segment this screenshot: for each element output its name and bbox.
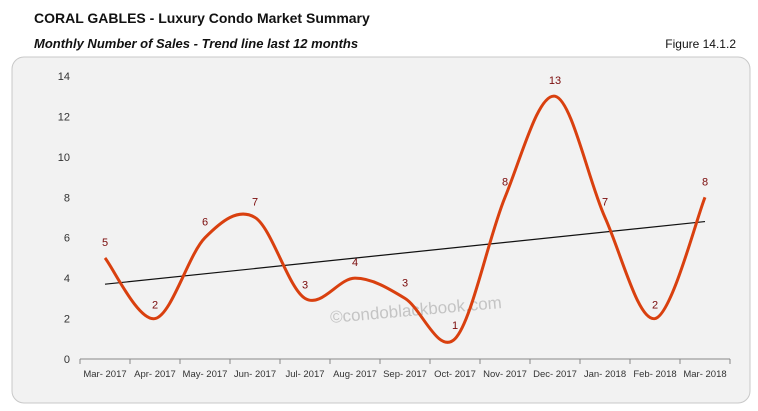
data-label: 7 [252,197,258,209]
data-label: 7 [602,197,608,209]
x-tick-label: Jan- 2018 [584,369,626,380]
data-label: 8 [502,176,508,188]
series-line [103,94,707,344]
y-tick-label: 6 [64,233,70,245]
data-label: 5 [102,237,108,249]
x-tick-label: Jul- 2017 [285,369,324,380]
data-label: 3 [402,277,408,289]
x-tick-label: Feb- 2018 [633,369,676,380]
x-tick-label: Nov- 2017 [483,369,527,380]
x-tick-label: Aug- 2017 [333,369,377,380]
y-tick-label: 2 [64,314,70,326]
x-tick-label: Dec- 2017 [533,369,577,380]
x-tick-label: Sep- 2017 [383,369,427,380]
figure-number: Figure 14.1.2 [665,37,736,51]
x-tick-label: Oct- 2017 [434,369,476,380]
data-label: 2 [652,300,658,312]
y-tick-label: 0 [64,354,70,366]
y-tick-label: 12 [58,111,70,123]
chart-subtitle: Monthly Number of Sales - Trend line las… [34,36,359,51]
x-tick-label: Apr- 2017 [134,369,176,380]
trend-line [104,220,706,285]
y-tick-label: 4 [64,273,70,285]
data-label: 2 [152,300,158,312]
data-label: 3 [302,279,308,291]
x-tick-label: May- 2017 [183,369,228,380]
y-tick-label: 8 [64,192,70,204]
data-label: 4 [352,257,358,269]
page-title: CORAL GABLES - Luxury Condo Market Summa… [34,10,370,26]
data-label: 8 [702,176,708,188]
x-tick-label: Mar- 2018 [683,369,726,380]
chart-frame [11,56,751,404]
data-label: 13 [549,75,561,87]
data-label: 6 [202,217,208,229]
x-tick-label: Mar- 2017 [83,369,126,380]
y-tick-label: 14 [58,71,70,83]
x-tick-label: Jun- 2017 [234,369,276,380]
data-label: 1 [452,320,458,332]
y-tick-label: 10 [58,152,70,164]
